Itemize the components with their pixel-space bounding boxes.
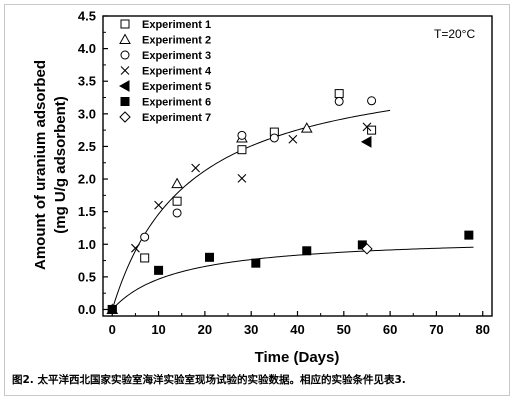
x-tick-label: 60 (383, 322, 397, 337)
figure-caption: 图2. 太平洋西北国家实验室海洋实验室现场试验的实验数据。相应的实验条件见表3. (12, 374, 406, 386)
legend-marker-experiment-6 (120, 97, 130, 106)
data-point-experiment-2 (300, 122, 313, 133)
x-tick-label: 20 (198, 322, 212, 337)
fit-curve-1 (111, 109, 391, 310)
y-tick-label: 2.0 (78, 172, 96, 187)
y-tick-label: 0.5 (78, 269, 96, 284)
data-point-experiment-3 (334, 96, 344, 106)
legend-label-experiment-1: Experiment 1 (142, 19, 211, 31)
data-point-experiment-4-stroke (131, 243, 140, 253)
plot-area-border (102, 15, 493, 317)
data-point-experiment-6 (251, 258, 261, 268)
x-tick-label: 80 (476, 322, 490, 337)
data-point-experiment-6 (302, 246, 312, 256)
data-point-experiment-6 (205, 252, 215, 262)
fit-curve-2 (111, 246, 474, 310)
data-point-experiment-1 (334, 89, 344, 99)
data-point-experiment-4 (288, 134, 298, 144)
data-point-experiment-4 (131, 243, 140, 253)
legend-marker-experiment-4 (120, 66, 130, 75)
data-point-experiment-4 (237, 174, 247, 183)
x-tick-label: 10 (151, 322, 165, 337)
data-point-experiment-7 (361, 243, 373, 255)
y-tick-label: 4.0 (78, 41, 96, 56)
legend-label-experiment-6: Experiment 6 (142, 97, 211, 109)
legend-label-experiment-3: Experiment 3 (142, 50, 211, 62)
data-point-experiment-4-stroke (288, 134, 298, 144)
data-point-experiment-3 (237, 130, 247, 140)
data-point-experiment-1 (172, 196, 182, 206)
y-tick-label: 2.5 (78, 139, 96, 154)
y-axis-title-line2: (mg U/g adsorbent) (52, 96, 69, 234)
legend-label-experiment-2: Experiment 2 (142, 35, 211, 47)
data-point-experiment-4 (154, 200, 163, 210)
data-point-experiment-4-stroke (237, 174, 247, 183)
y-tick-label: 1.5 (78, 204, 96, 219)
temperature-annotation: T=20°C (434, 27, 475, 41)
legend-marker-experiment-1 (120, 19, 130, 29)
legend-label-experiment-4: Experiment 4 (142, 66, 212, 78)
figure-frame (4, 4, 510, 396)
data-point-experiment-4-stroke (154, 200, 163, 210)
data-point-experiment-6 (464, 230, 474, 240)
data-point-experiment-3 (172, 208, 182, 218)
data-point-experiment-1 (140, 253, 150, 263)
legend-marker-experiment-2 (119, 33, 131, 44)
data-point-experiment-1 (237, 145, 247, 155)
data-point-experiment-4 (362, 122, 372, 132)
x-tick-label: 50 (337, 322, 351, 337)
y-tick-label: 3.5 (78, 74, 96, 89)
data-point-experiment-3 (269, 133, 279, 143)
x-tick-label: 30 (244, 322, 258, 337)
legend-label-experiment-5: Experiment 5 (142, 81, 211, 93)
data-point-experiment-4-stroke (191, 163, 201, 173)
y-tick-label: 4.5 (78, 9, 96, 24)
data-point-experiment-3 (140, 232, 150, 242)
legend-label-experiment-7: Experiment 7 (142, 112, 211, 124)
x-axis-title: Time (Days) (255, 349, 340, 366)
legend-marker-experiment-3 (120, 50, 130, 60)
y-tick-label: 0.0 (78, 302, 96, 317)
y-tick-label: 3.0 (78, 106, 96, 121)
x-tick-label: 40 (290, 322, 304, 337)
data-point-experiment-3 (367, 96, 377, 106)
x-tick-label: 0 (109, 322, 116, 337)
data-point-experiment-5 (360, 136, 372, 148)
data-point-experiment-4 (191, 163, 201, 173)
legend-marker-experiment-4-stroke (120, 66, 130, 75)
y-tick-label: 1.0 (78, 237, 96, 252)
y-axis-title-line1: Amount of uranium adsorbed (32, 60, 49, 270)
legend: Experiment 1 Experiment 2 Experiment 3 Expe… (118, 19, 212, 124)
data-point-experiment-2 (171, 177, 183, 189)
x-tick-label: 70 (429, 322, 443, 337)
data-point-experiment-4-stroke (362, 122, 372, 132)
data-point-experiment-6 (154, 265, 164, 275)
legend-marker-experiment-5 (118, 80, 130, 92)
data-point-experiment-1 (367, 125, 377, 135)
legend-marker-experiment-7 (119, 111, 131, 123)
data-point-experiment-6 (107, 304, 117, 314)
